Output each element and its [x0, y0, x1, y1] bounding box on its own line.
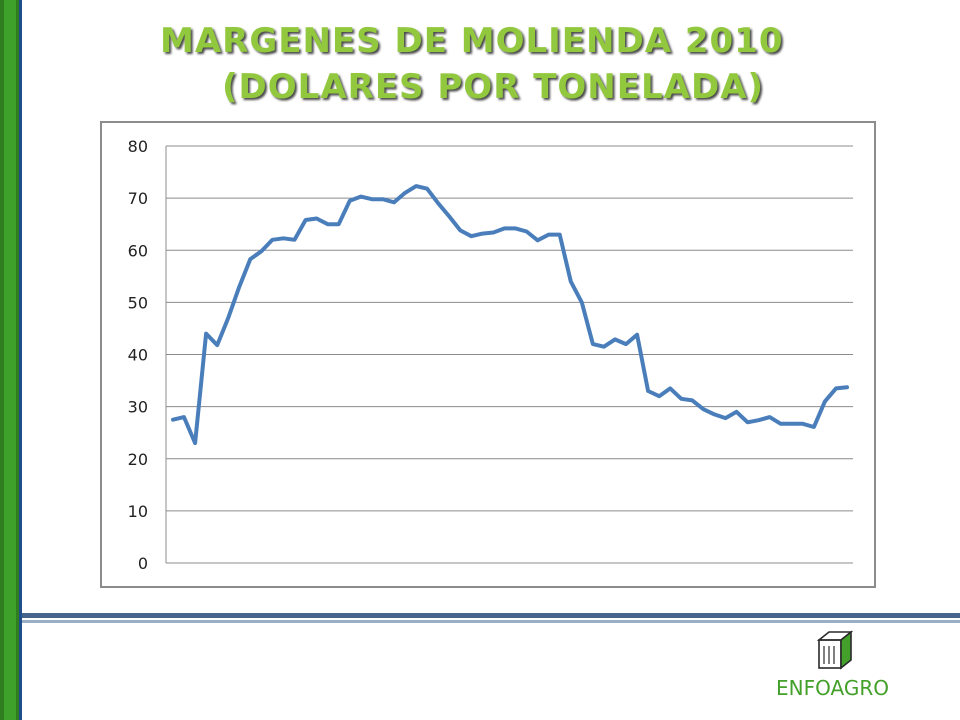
series-group: [171, 184, 849, 446]
grid-lines: [166, 145, 853, 564]
y-tick-label: 50: [128, 293, 148, 312]
footer-rule-light: [22, 620, 960, 623]
y-tick-label: 0: [138, 554, 148, 573]
y-tick-label: 20: [128, 450, 148, 469]
enfoagro-logo-icon: [816, 630, 854, 670]
series-line-0: [171, 184, 849, 446]
slide-title-line1: MARGENES DE MOLIENDA 2010: [160, 21, 784, 61]
y-tick-label: 70: [128, 189, 148, 208]
slide-title-line2: (DOLARES POR TONELADA): [222, 67, 765, 107]
y-axis-tick-labels: 0 10 20 30 40 50 60 70 80: [128, 137, 148, 573]
y-tick-label: 80: [128, 137, 148, 156]
chart-frame: 0 10 20 30 40 50 60 70 80: [100, 121, 876, 588]
left-accent-bar-inner: [4, 0, 16, 720]
left-accent-bar: [0, 0, 22, 720]
slide-title: MARGENES DE MOLIENDA 2010 (DOLARES POR T…: [160, 18, 800, 110]
y-tick-label: 40: [128, 346, 148, 365]
y-tick-label: 30: [128, 398, 148, 417]
enfoagro-logo-text: ENFOAGRO: [776, 676, 889, 700]
line-chart: 0 10 20 30 40 50 60 70 80: [128, 137, 853, 573]
y-tick-label: 10: [128, 502, 148, 521]
footer-rule: [22, 613, 960, 618]
y-tick-label: 60: [128, 241, 148, 260]
